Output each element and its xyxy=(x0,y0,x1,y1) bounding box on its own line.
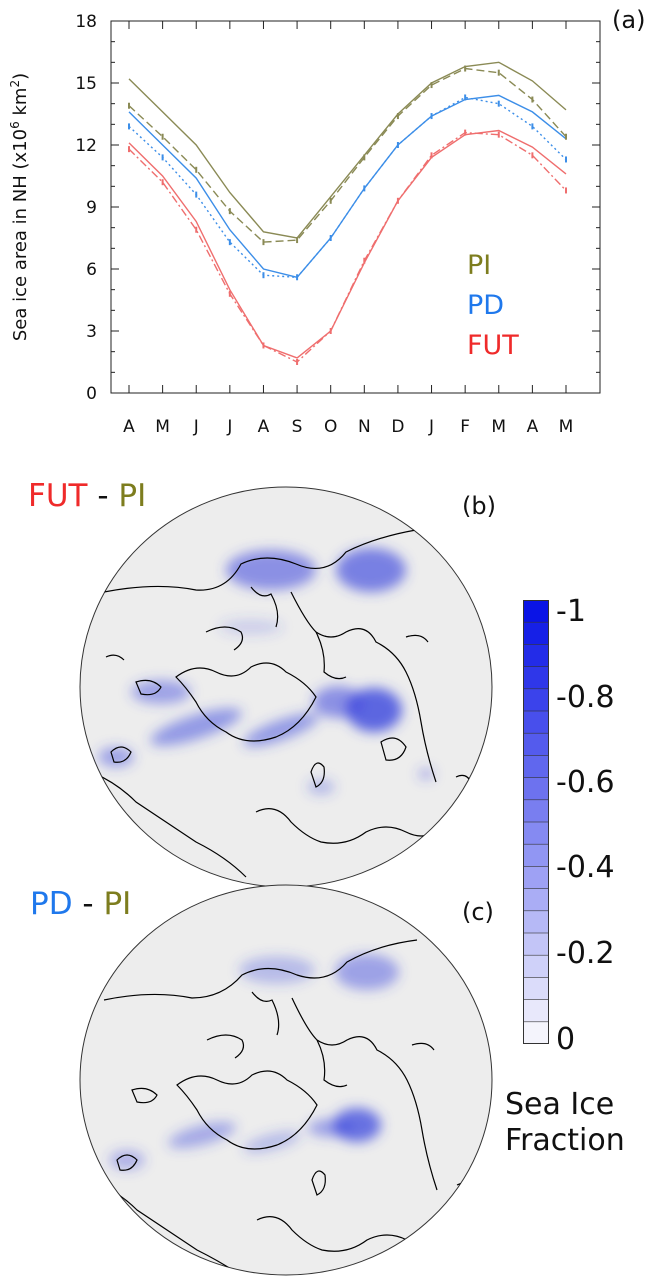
panel-label-b: (b) xyxy=(462,492,496,520)
series-line-pd-dotted xyxy=(128,96,567,279)
coastlines xyxy=(90,529,472,878)
colorbar-cell xyxy=(523,777,549,801)
colorbar-cell xyxy=(523,732,549,756)
colorbar-frame xyxy=(523,600,549,1044)
panel-label-c: (c) xyxy=(462,898,494,926)
x-tick-label: A xyxy=(258,417,270,437)
y-axis-label: Sea ice area in NH (x106 km2) xyxy=(8,73,31,341)
title-minus: - xyxy=(87,478,119,514)
map-title-pd-pi: PD - PI xyxy=(30,886,131,922)
colorbar-title-line2: Fraction xyxy=(505,1123,625,1158)
colorbar-cell xyxy=(523,932,549,956)
colorbar-label-minus1: -1 xyxy=(556,594,586,629)
title-minus: - xyxy=(72,886,104,922)
colorbar-label-minus0.8: -0.8 xyxy=(556,680,615,715)
series-line-fut-solid xyxy=(128,129,567,359)
series-lines xyxy=(128,61,567,363)
x-tick-label: M xyxy=(491,417,506,437)
title-fut: FUT xyxy=(28,478,88,514)
legend: PI PD FUT xyxy=(467,250,519,361)
colorbar-cell xyxy=(523,843,549,867)
ice-loss-field xyxy=(98,548,434,795)
colorbar-label-0: 0 xyxy=(556,1022,576,1057)
x-tick-label: A xyxy=(123,417,135,437)
colorbar-cell xyxy=(523,977,549,1001)
colorbar-label-minus0.2: -0.2 xyxy=(556,936,615,971)
y-tick-label: 0 xyxy=(86,384,97,404)
colorbar-cell xyxy=(523,644,549,668)
y-tick-labels: 0 3 6 9 12 15 18 xyxy=(75,12,97,404)
colorbar-label-minus0.4: -0.4 xyxy=(556,850,615,885)
y-tick-label: 15 xyxy=(75,74,97,94)
colorbar-label-minus0.6: -0.6 xyxy=(556,765,615,800)
colorbar-cell xyxy=(523,1021,549,1044)
x-tick-label: F xyxy=(460,417,470,437)
legend-pd: PD xyxy=(467,290,504,321)
y-tick-label: 12 xyxy=(75,136,97,156)
colorbar-cell xyxy=(523,910,549,934)
y-tick-label: 9 xyxy=(86,198,97,218)
colorbar-cell xyxy=(523,710,549,734)
panel-label-a: (a) xyxy=(612,6,645,34)
legend-pi: PI xyxy=(467,250,491,281)
series-line-fut-dashdot xyxy=(128,131,567,363)
legend-fut: FUT xyxy=(467,330,519,361)
title-pi: PI xyxy=(118,478,147,514)
colorbar-cell xyxy=(523,666,549,690)
map-fut-minus-pi xyxy=(79,486,493,888)
title-pd: PD xyxy=(30,886,73,922)
x-tick-label: J xyxy=(226,417,232,437)
colorbar-cell xyxy=(523,600,549,623)
title-pi: PI xyxy=(103,886,132,922)
colorbar-cell xyxy=(523,799,549,823)
colorbar-cell xyxy=(523,999,549,1023)
x-tick-label: J xyxy=(193,417,199,437)
x-tick-label: S xyxy=(292,417,303,437)
axis-ticks xyxy=(111,20,600,394)
x-tick-label: D xyxy=(391,417,404,437)
map-title-fut-pi: FUT - PI xyxy=(28,478,146,514)
colorbar-cell xyxy=(523,821,549,845)
x-tick-label: M xyxy=(559,417,574,437)
error-bars xyxy=(128,65,567,365)
x-tick-label: M xyxy=(155,417,170,437)
series-line-pd-solid xyxy=(128,94,567,279)
y-tick-label: 6 xyxy=(86,260,97,280)
colorbar-cell xyxy=(523,755,549,779)
colorbar-cell xyxy=(523,688,549,712)
colorbar xyxy=(523,600,549,1044)
plot-frame xyxy=(110,20,601,394)
plot-border xyxy=(110,20,601,394)
colorbar-title-line1: Sea Ice xyxy=(505,1087,615,1122)
colorbar-cells xyxy=(523,600,549,1044)
x-tick-label: O xyxy=(324,417,337,437)
y-tick-label: 18 xyxy=(75,12,97,32)
colorbar-cell xyxy=(523,621,549,646)
series-line-pi-dashed xyxy=(128,67,567,243)
x-tick-label: N xyxy=(358,417,371,437)
colorbar-cell xyxy=(523,954,549,979)
ice-loss-field xyxy=(109,954,399,1170)
colorbar-cell xyxy=(523,888,549,912)
map-disk xyxy=(79,884,493,1276)
colorbar-cell xyxy=(523,866,549,890)
x-tick-label: J xyxy=(428,417,434,437)
y-tick-label: 3 xyxy=(86,322,97,342)
colorbar-title: Sea Ice Fraction xyxy=(505,1087,625,1159)
x-tick-label: A xyxy=(527,417,539,437)
map-pd-minus-pi xyxy=(79,884,493,1276)
series-line-pi-solid xyxy=(128,61,567,239)
